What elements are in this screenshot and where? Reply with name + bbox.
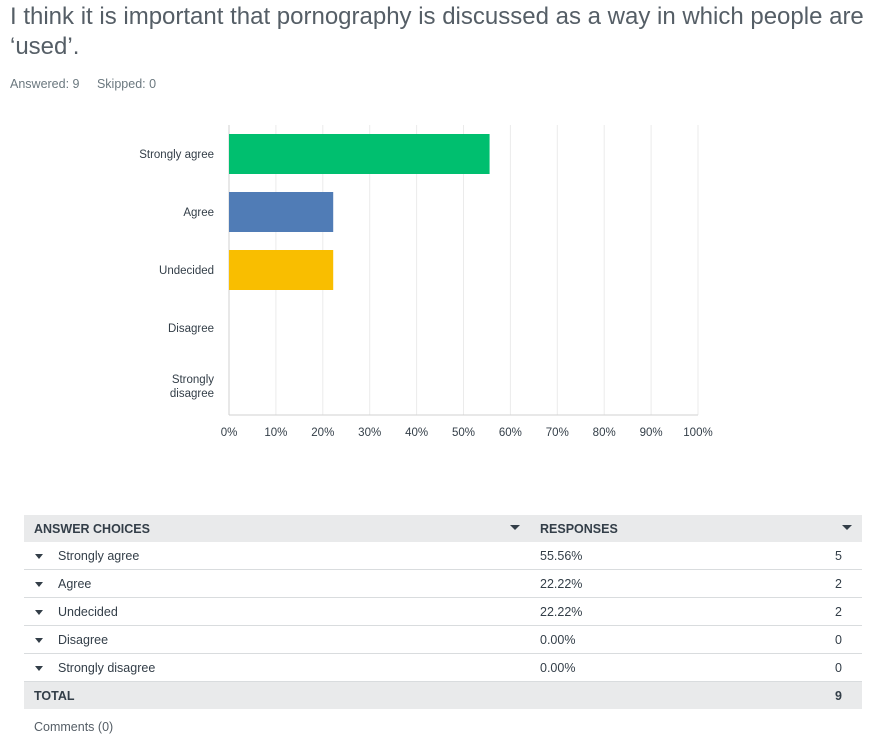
x-tick-label: 30% xyxy=(358,427,381,439)
skipped-count: Skipped: 0 xyxy=(96,77,157,91)
bar xyxy=(229,134,490,174)
caret-down-icon[interactable] xyxy=(35,609,43,615)
table-row: Undecided 22.22% 2 xyxy=(24,597,862,626)
category-label: Strongly agree xyxy=(139,149,214,161)
category-label: Undecided xyxy=(159,265,214,277)
table-row: Agree 22.22% 2 xyxy=(24,569,862,598)
total-row: TOTAL 9 xyxy=(24,681,862,709)
responses-header-label: RESPONSES xyxy=(540,521,618,536)
choice-label: Strongly disagree xyxy=(58,660,156,675)
percent-cell: 22.22% xyxy=(530,569,739,598)
table-row: Strongly disagree 0.00% 0 xyxy=(24,653,862,682)
count-cell: 2 xyxy=(738,569,862,598)
category-label: Agree xyxy=(183,207,214,219)
responses-header[interactable]: RESPONSES xyxy=(530,515,862,542)
table-row: Disagree 0.00% 0 xyxy=(24,625,862,654)
x-tick-label: 70% xyxy=(546,427,569,439)
caret-down-icon[interactable] xyxy=(35,581,43,587)
sort-caret-icon[interactable] xyxy=(510,525,520,530)
count-cell: 5 xyxy=(738,542,862,570)
category-label: disagree xyxy=(170,388,214,400)
x-tick-label: 100% xyxy=(683,427,712,439)
choice-cell: Disagree xyxy=(24,625,530,654)
x-tick-label: 90% xyxy=(640,427,663,439)
total-count: 9 xyxy=(738,681,862,709)
choice-cell: Strongly agree xyxy=(24,542,530,570)
total-label: TOTAL xyxy=(24,681,530,709)
count-cell: 0 xyxy=(738,625,862,654)
x-tick-label: 80% xyxy=(593,427,616,439)
x-tick-label: 40% xyxy=(405,427,428,439)
percent-cell: 0.00% xyxy=(530,625,739,654)
bar xyxy=(229,192,334,232)
responses-table: ANSWER CHOICES RESPONSES Strongly agree … xyxy=(24,515,862,709)
sort-caret-icon[interactable] xyxy=(842,525,852,530)
caret-down-icon[interactable] xyxy=(35,637,43,643)
bar xyxy=(229,250,334,290)
percent-cell: 22.22% xyxy=(530,597,739,626)
comments-link[interactable]: Comments (0) xyxy=(34,720,114,734)
category-label: Disagree xyxy=(168,323,214,335)
response-stats: Answered: 9 Skipped: 0 xyxy=(10,77,170,91)
category-label: Strongly xyxy=(172,374,214,386)
answer-choices-header[interactable]: ANSWER CHOICES xyxy=(24,515,530,542)
total-spacer xyxy=(530,681,739,709)
x-tick-label: 10% xyxy=(264,427,287,439)
x-tick-label: 60% xyxy=(499,427,522,439)
percent-cell: 0.00% xyxy=(530,653,739,682)
bar-chart: 0% 10% 20% 30% 40% 50% 60% 70% 80% 90% 100% Strongl… xyxy=(139,125,713,439)
choice-label: Disagree xyxy=(58,632,109,647)
choice-label: Agree xyxy=(58,576,92,591)
choice-label: Undecided xyxy=(58,604,118,619)
question-title: I think it is important that pornography… xyxy=(10,3,864,60)
choice-cell: Agree xyxy=(24,569,530,598)
x-tick-label: 20% xyxy=(311,427,334,439)
choice-cell: Undecided xyxy=(24,597,530,626)
count-cell: 2 xyxy=(738,597,862,626)
table-header-row: ANSWER CHOICES RESPONSES xyxy=(24,515,862,542)
percent-cell: 55.56% xyxy=(530,542,739,570)
caret-down-icon[interactable] xyxy=(35,665,43,671)
table-row: Strongly agree 55.56% 5 xyxy=(24,542,862,570)
caret-down-icon[interactable] xyxy=(35,553,43,559)
answered-count: Answered: 9 xyxy=(10,77,80,91)
choice-cell: Strongly disagree xyxy=(24,653,530,682)
count-cell: 0 xyxy=(738,653,862,682)
x-tick-label: 50% xyxy=(452,427,475,439)
answer-choices-header-label: ANSWER CHOICES xyxy=(34,521,150,536)
choice-label: Strongly agree xyxy=(58,548,140,563)
x-tick-label: 0% xyxy=(221,427,238,439)
